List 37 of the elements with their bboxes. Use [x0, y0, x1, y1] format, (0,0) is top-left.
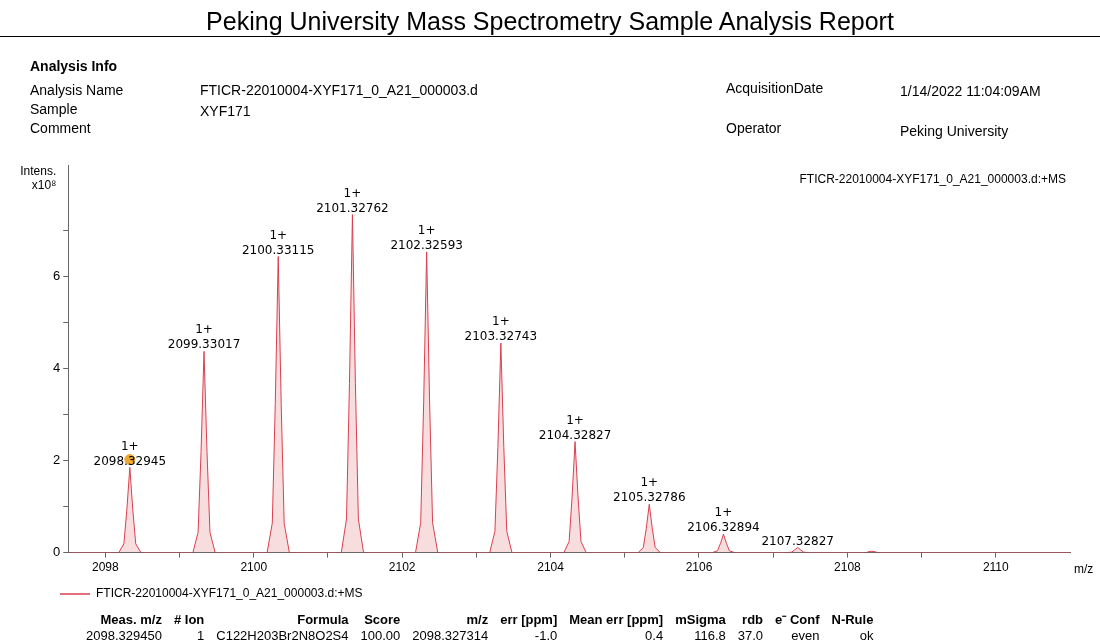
x-tick-label: 2108: [834, 560, 862, 575]
text: XYF171: [200, 103, 251, 119]
x-tick-label: 2098: [91, 560, 119, 575]
legend-label: FTICR-22010004-XYF171_0_A21_000003.d:+MS: [96, 586, 363, 601]
annotation: 1+ 2100.33115: [241, 227, 315, 257]
annotation: 1+ 2103.32743: [464, 314, 538, 344]
annotation: 1+ 2102.32593: [390, 223, 463, 253]
y-tick-label: 6: [53, 267, 61, 283]
y-tick-label: 0: [53, 544, 61, 560]
text: Peking University: [900, 123, 1009, 139]
annotation: 2107.32827: [761, 533, 834, 548]
annotation: 1+ 2099.33017: [167, 322, 241, 352]
x-tick-label: 2102: [388, 560, 416, 575]
annotation: 1+ 2105.32786: [612, 475, 686, 505]
text: 1/14/2022 11:04:09AM: [900, 83, 1041, 99]
chart-title: Peking University Mass Spectrometry Sample Analysis Report: [0, 6, 1100, 37]
text: FTICR-22010004-XYF171_0_A21_000003.d: [200, 82, 478, 98]
text: Meas. m/z # Ion Formula Score m/z err [ppm] Mean err [ppm] mSigma rdb e⁻ Conf N-Rule: [100, 611, 874, 627]
annotation: 1+ 2104.32827: [538, 412, 612, 442]
annotation: 1+ 2101.32762: [316, 185, 389, 215]
x-tick-label: 2100: [240, 560, 268, 575]
y-tick-label: 2: [53, 452, 61, 468]
text: Analysis Info: [30, 58, 118, 74]
x-axis-title: m/z: [1074, 561, 1094, 576]
y-tick-label: 4: [53, 359, 61, 375]
text: Analysis Name: [30, 82, 124, 98]
x-tick-label: 2110: [982, 560, 1010, 575]
x-tick-label: 2106: [685, 560, 713, 575]
text: AcquisitionDate: [726, 80, 824, 96]
text: 2098.329450 1 C122H203Br2N8O2S4 100.00 2098.327314 -1.0 0.4 116.8 37.0 even ok: [86, 628, 874, 641]
annotation: 1+ 2106.32894: [687, 505, 760, 535]
text: Operator: [726, 120, 782, 136]
y-axis-title: Intens. x10⁸: [20, 164, 57, 193]
text: Comment: [30, 120, 91, 136]
annotation: FTICR-22010004-XYF171_0_A21_000003.d:+MS: [799, 172, 1066, 187]
x-tick-label: 2104: [537, 560, 565, 575]
text: Sample: [30, 101, 78, 117]
